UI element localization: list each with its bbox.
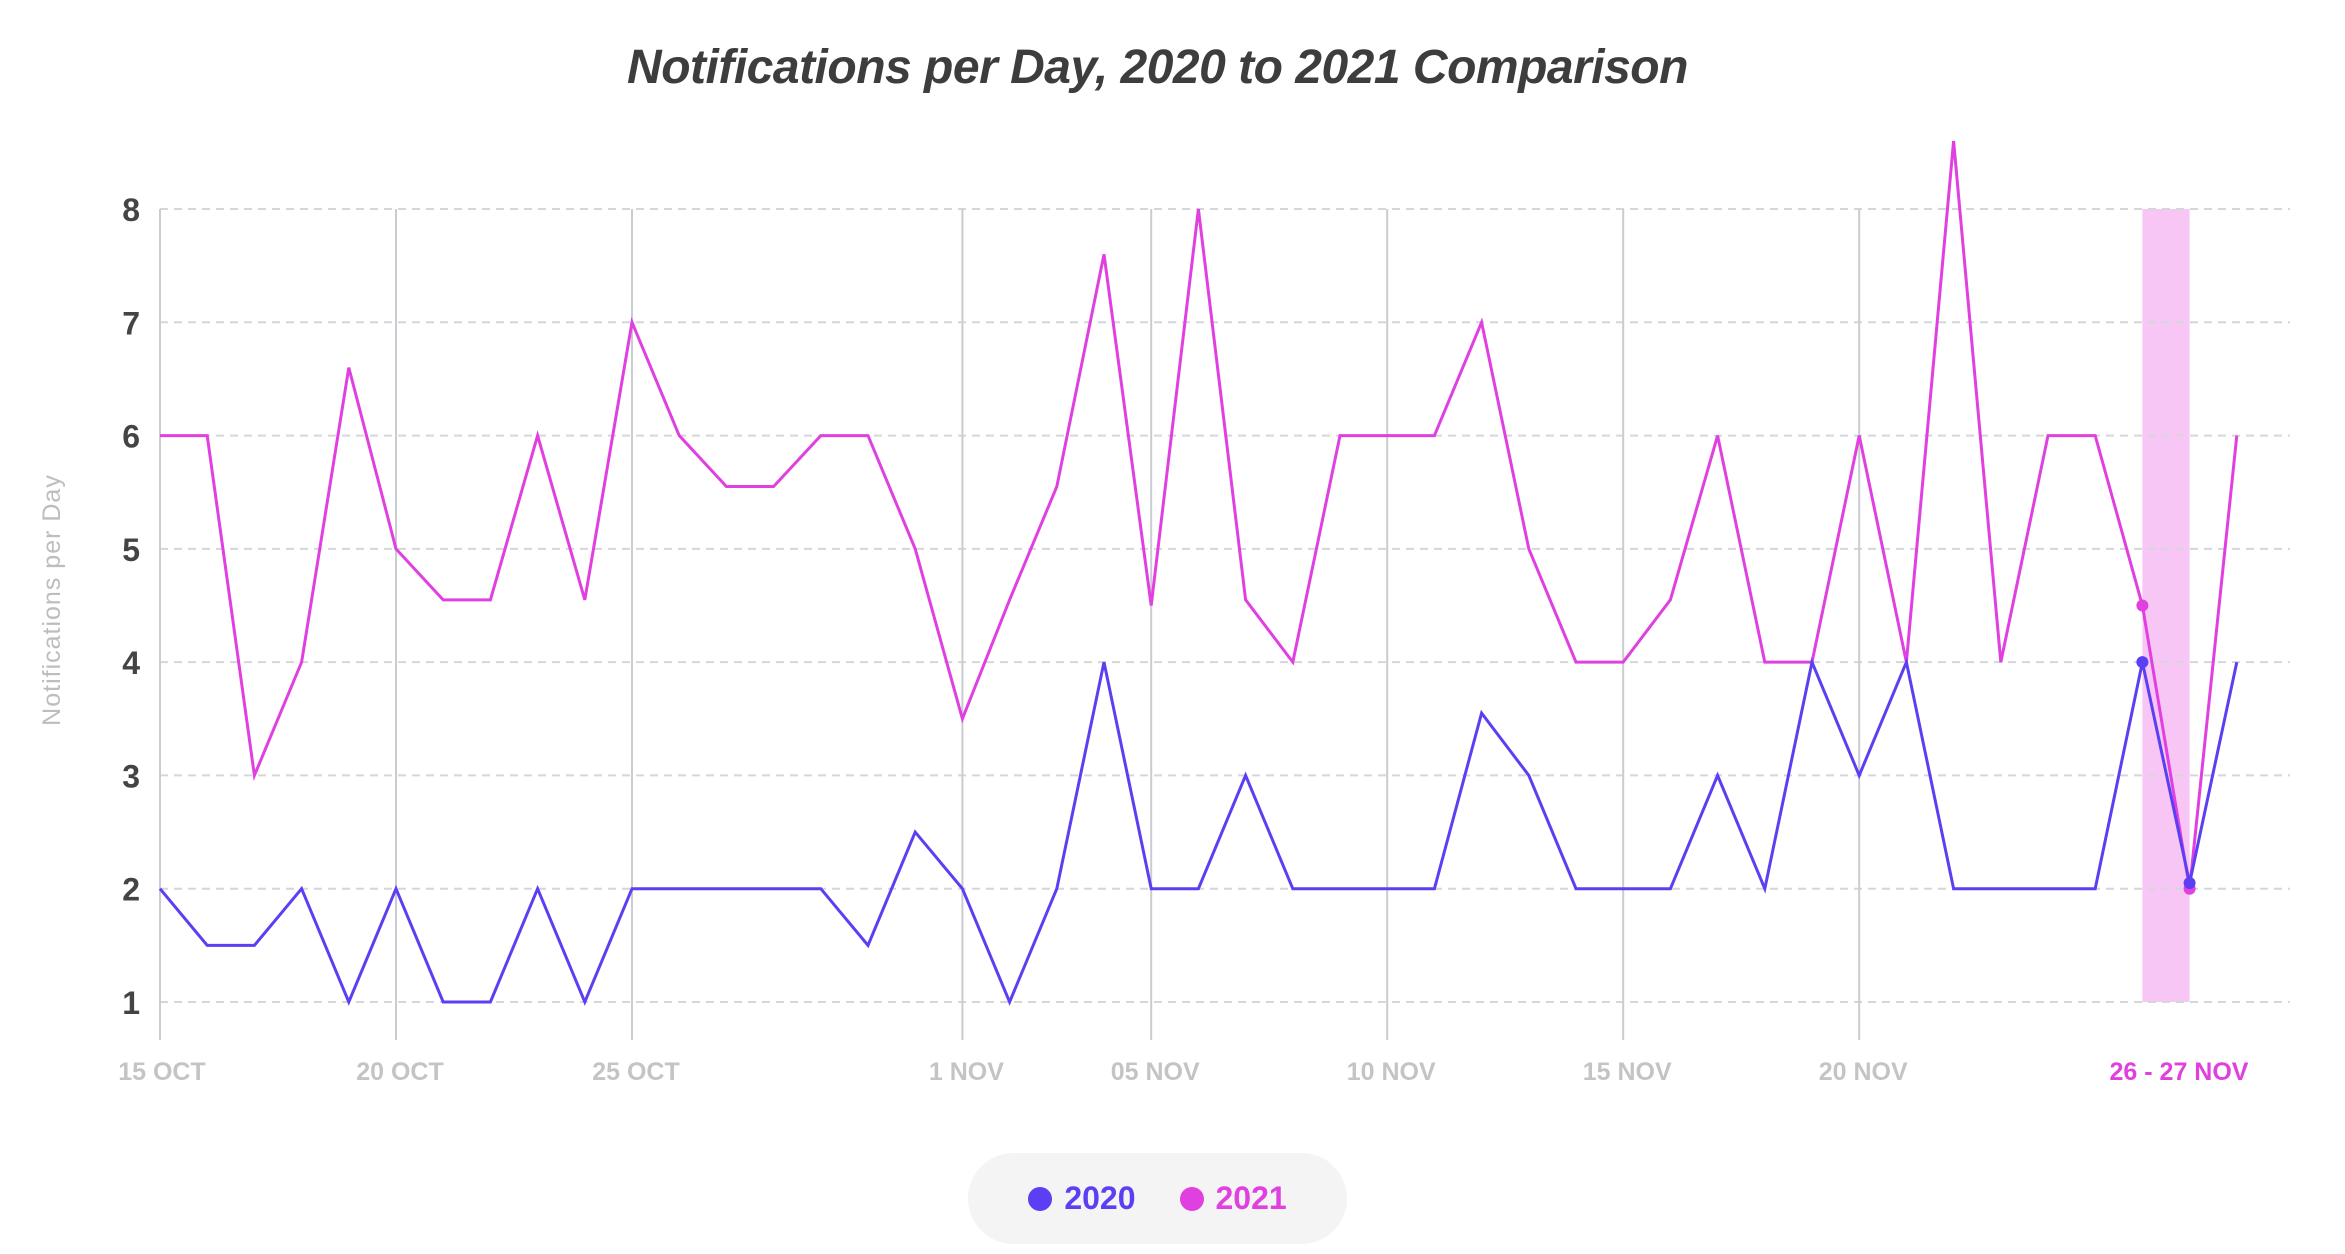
y-tick-label: 7 [122,305,140,341]
y-tick-label: 3 [122,758,140,794]
highlight-band [2142,209,2190,1002]
legend-dot-2020 [1028,1186,1053,1211]
x-tick-label: 20 NOV [1819,1058,1908,1086]
data-point-2020 [2183,877,2196,890]
data-point-2020 [2136,656,2149,669]
chart-title: Notifications per Day, 2020 to 2021 Comp… [627,41,1688,94]
legend-dot-2021 [1179,1186,1204,1211]
data-point-2021 [2136,599,2149,612]
series-line-2020 [158,657,2239,1006]
x-tick-label: 05 NOV [1111,1058,1200,1086]
y-axis-label: Notifications per Day [38,474,66,726]
legend-label-2021: 2021 [1215,1180,1287,1216]
y-tick-label: 4 [122,645,140,681]
legend-item-2020[interactable]: 2020 [1028,1180,1136,1217]
series-line-2021 [160,140,2239,889]
x-tick-label: 15 NOV [1583,1058,1672,1086]
legend: 2020 2021 [968,1153,1347,1244]
x-tick-label: 10 NOV [1347,1058,1436,1086]
x-tick-label: 15 OCT [118,1058,206,1086]
y-tick-label: 2 [122,872,140,908]
y-tick-label: 1 [122,985,140,1021]
x-tick-label: 25 OCT [592,1058,680,1086]
legend-label-2020: 2020 [1064,1180,1136,1216]
y-tick-label: 8 [122,192,140,228]
y-tick-label: 6 [122,419,140,455]
legend-item-2021[interactable]: 2021 [1179,1180,1287,1217]
x-tick-label: 20 OCT [356,1058,444,1086]
y-tick-label: 5 [122,532,140,568]
x-tick-label: 1 NOV [929,1058,1004,1086]
highlight-label: 26 - 27 NOV [2110,1058,2249,1086]
